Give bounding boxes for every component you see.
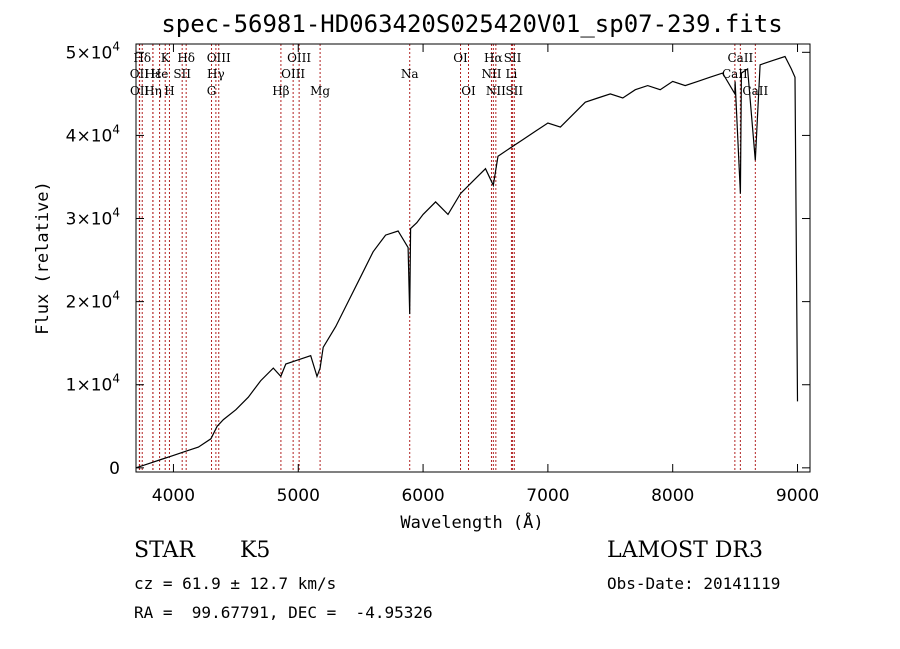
- x-tick-label-4: 8000: [651, 486, 694, 506]
- line-marker-label-5: K: [161, 51, 171, 65]
- line-marker-label-16: Mg: [310, 84, 330, 98]
- y-tick-label-0: 0: [109, 459, 120, 479]
- y-tick-exponent-2: 4: [112, 289, 120, 303]
- x-tick-label-3: 7000: [526, 486, 569, 506]
- y-tick-label-4: 4×104: [66, 122, 120, 146]
- y-tick-label-2: 2×104: [66, 289, 120, 313]
- x-axis-ticks: 4000 5000 6000 7000 8000 9000: [152, 44, 819, 506]
- line-marker-label-21: NII: [481, 67, 501, 81]
- y-tick-label-3: 3×104: [66, 206, 120, 230]
- x-axis-label: Wavelength (Å): [400, 511, 543, 533]
- obs-date: Obs-Date: 20141119: [607, 574, 781, 593]
- line-marker-label-26: CaII: [727, 51, 753, 65]
- line-marker-label-1: OII: [130, 67, 150, 81]
- line-marker-label-6: He: [151, 67, 169, 81]
- line-marker-label-12: G: [207, 84, 217, 98]
- line-marker-label-15: OIII: [281, 67, 305, 81]
- y-axis-ticks: 0 1×104 2×104 3×104 4×104 5×104: [66, 39, 810, 479]
- line-marker-label-28: CaII: [742, 84, 768, 98]
- line-marker-label-11: Hγ: [207, 67, 225, 81]
- x-tick-label-0: 4000: [152, 486, 195, 506]
- y-tick-label-5: 5×104: [66, 39, 120, 63]
- line-marker-label-13: Hβ: [272, 84, 289, 98]
- line-marker-label-7: H: [164, 84, 174, 98]
- line-marker-label-17: Na: [401, 67, 419, 81]
- line-marker-label-9: Hδ: [177, 51, 195, 65]
- line-marker-label-22: NII: [486, 84, 506, 98]
- y-tick-exponent-4: 4: [112, 122, 120, 136]
- line-marker-label-18: OI: [453, 51, 468, 65]
- y-tick-exponent-3: 4: [112, 206, 120, 220]
- spectral-subclass: K5: [240, 538, 271, 563]
- flux-series-line: [135, 55, 799, 469]
- plot-frame: [135, 43, 811, 473]
- y-tick-exponent-1: 4: [112, 372, 120, 386]
- line-marker-label-4: Hη: [144, 84, 162, 98]
- line-marker-label-14: OIII: [287, 51, 311, 65]
- line-marker-label-24: Li: [506, 67, 518, 81]
- line-marker-label-3: Hε: [145, 67, 162, 81]
- y-tick-label-1: 1×104: [66, 372, 120, 396]
- redshift-cz: cz = 61.9 ± 12.7 km/s: [134, 574, 337, 593]
- line-marker-label-25: SII: [505, 84, 523, 98]
- x-tick-label-5: 9000: [776, 486, 819, 506]
- object-type: STAR: [134, 538, 195, 563]
- chart-title: spec-56981-HD063420S025420V01_sp07-239.f…: [161, 10, 782, 38]
- line-marker-label-8: SII: [173, 67, 191, 81]
- survey-name: LAMOST DR3: [607, 538, 763, 563]
- line-marker-label-2: OII: [130, 84, 150, 98]
- x-tick-label-2: 6000: [401, 486, 444, 506]
- line-markers: [138, 44, 756, 472]
- y-tick-exponent-5: 4: [112, 39, 120, 53]
- line-marker-label-19: OI: [461, 84, 476, 98]
- line-marker-label-0: Hδ: [133, 51, 151, 65]
- line-marker-label-10: OIII: [207, 51, 231, 65]
- line-marker-label-20: Hα: [484, 51, 503, 65]
- x-tick-label-1: 5000: [277, 486, 320, 506]
- y-axis-label: Flux (relative): [33, 181, 53, 335]
- ra-dec: RA = 99.67791, DEC = -4.95326: [134, 603, 433, 622]
- line-marker-label-23: SII: [504, 51, 522, 65]
